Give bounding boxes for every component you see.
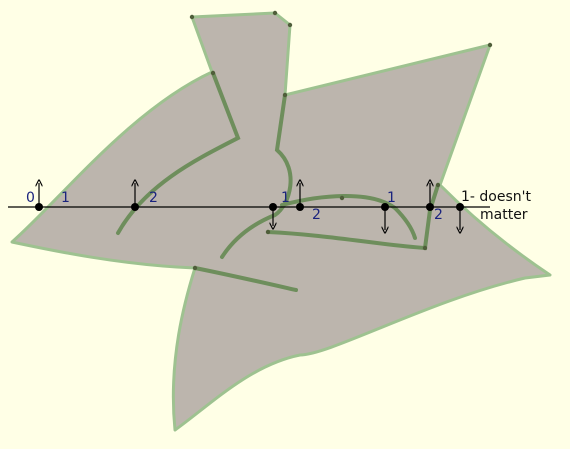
crossing-point-1: [131, 203, 139, 211]
vertex-dot: [282, 92, 288, 98]
label-winding-1a: 1: [61, 190, 70, 206]
vertex-dot: [192, 265, 198, 271]
label-winding-0: 0: [26, 190, 35, 206]
note-line-2: matter: [480, 207, 528, 223]
label-winding-1b: 1: [281, 190, 290, 206]
label-winding-2b: 2: [312, 207, 321, 223]
curve-left-wing: [116, 71, 241, 235]
vertex-dot: [210, 70, 216, 76]
vertex-dot: [272, 10, 278, 16]
label-winding-1c: 1: [387, 190, 396, 206]
crossing-point-6: [456, 203, 464, 211]
vertex-dot: [487, 42, 493, 48]
label-winding-2c: 2: [434, 207, 443, 223]
curve-center-stem: [220, 93, 293, 259]
note-line-1: 1- doesn't: [461, 189, 532, 205]
crossing-point-3: [296, 203, 304, 211]
crossing-point-4: [381, 203, 389, 211]
label-winding-2a: 2: [149, 190, 158, 206]
vertex-dot: [287, 22, 293, 28]
vertex-dot: [339, 195, 345, 201]
curve-arc: [280, 194, 417, 240]
crossing-point-2: [269, 203, 277, 211]
curve-bottom: [193, 266, 298, 292]
vertex-dot: [265, 229, 271, 235]
crossing-point-5: [426, 203, 434, 211]
vertex-dot: [435, 182, 441, 188]
crossing-point-0: [35, 203, 43, 211]
vertex-dot: [189, 14, 195, 20]
vertex-dot: [422, 245, 428, 251]
region-shape: [10, 11, 552, 432]
